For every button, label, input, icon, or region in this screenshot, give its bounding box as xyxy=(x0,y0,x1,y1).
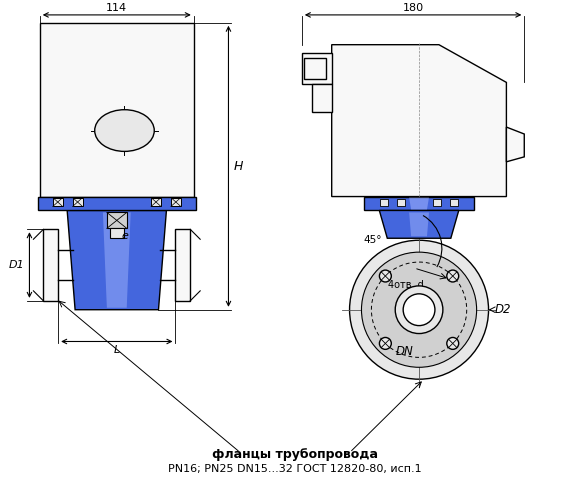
Text: фланцы трубопровода: фланцы трубопровода xyxy=(212,448,378,461)
Circle shape xyxy=(350,240,488,379)
Bar xyxy=(433,198,441,206)
Bar xyxy=(304,58,326,80)
Text: L: L xyxy=(113,346,120,355)
Bar xyxy=(364,196,474,210)
Text: 180: 180 xyxy=(403,3,424,13)
Text: e: e xyxy=(122,231,129,241)
Bar xyxy=(110,228,124,238)
Bar xyxy=(397,198,405,206)
Text: 4отв. d: 4отв. d xyxy=(388,280,424,290)
Ellipse shape xyxy=(95,110,154,151)
Polygon shape xyxy=(332,45,506,196)
Circle shape xyxy=(379,270,391,282)
Circle shape xyxy=(403,294,435,326)
Circle shape xyxy=(447,338,459,349)
Text: H: H xyxy=(233,160,243,173)
Text: DN: DN xyxy=(395,346,413,358)
Bar xyxy=(73,197,83,206)
Bar xyxy=(175,229,190,301)
Circle shape xyxy=(395,286,443,334)
Bar xyxy=(151,197,161,206)
Text: 45°: 45° xyxy=(363,235,382,245)
Circle shape xyxy=(379,338,391,349)
Bar xyxy=(171,197,181,206)
Polygon shape xyxy=(379,210,459,238)
Bar xyxy=(40,23,194,196)
Polygon shape xyxy=(409,197,429,209)
Polygon shape xyxy=(506,127,524,162)
Text: D1: D1 xyxy=(9,260,24,270)
Text: 114: 114 xyxy=(107,3,127,13)
Bar xyxy=(107,212,127,228)
Polygon shape xyxy=(409,212,429,236)
Polygon shape xyxy=(103,212,131,308)
Circle shape xyxy=(361,252,477,367)
Bar xyxy=(450,198,458,206)
Bar xyxy=(381,198,388,206)
Text: D2: D2 xyxy=(495,303,511,316)
Polygon shape xyxy=(67,210,166,310)
Circle shape xyxy=(447,270,459,282)
Bar xyxy=(38,196,196,210)
Text: PN16; PN25 DN15...32 ГОСТ 12820-80, исп.1: PN16; PN25 DN15...32 ГОСТ 12820-80, исп.… xyxy=(168,463,422,473)
Bar xyxy=(53,197,63,206)
Polygon shape xyxy=(312,84,332,112)
Polygon shape xyxy=(302,53,332,84)
Bar xyxy=(43,229,58,301)
